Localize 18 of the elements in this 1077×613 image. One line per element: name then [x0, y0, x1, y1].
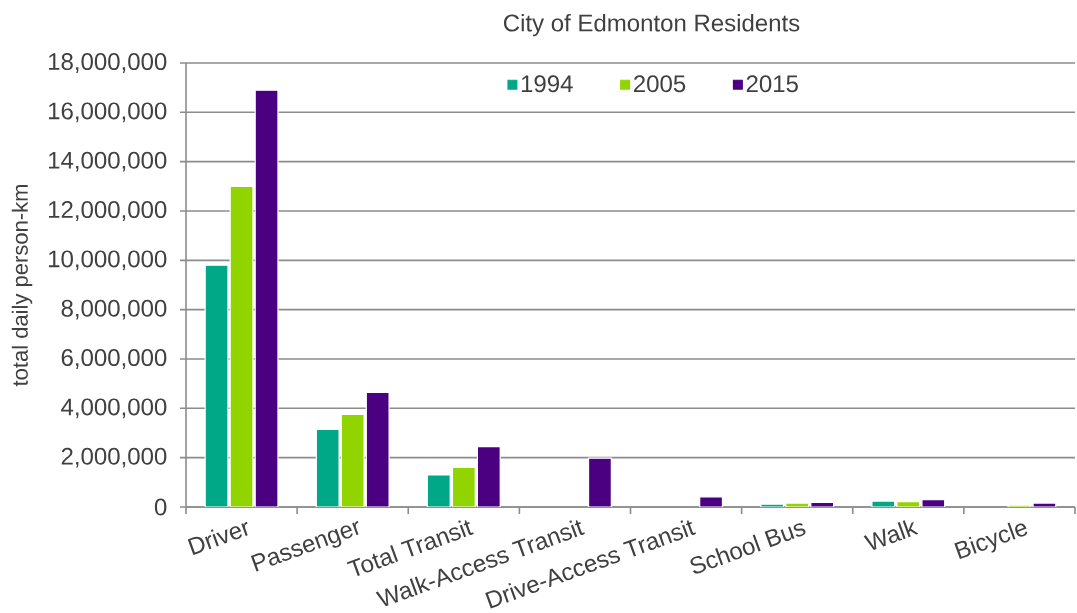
y-tick-label: 12,000,000 — [49, 201, 167, 221]
y-tick-label: 4,000,000 — [61, 398, 167, 419]
y-tick-label: 6,000,000 — [61, 349, 167, 369]
legend-label: 2005 — [634, 75, 686, 93]
x-tick-label: Driver — [187, 521, 248, 555]
y-tick-label: 8,000,000 — [61, 299, 167, 320]
y-tick-label: 14,000,000 — [49, 151, 167, 172]
legend-label: 2015 — [746, 75, 798, 93]
chart-title: City of Edmonton Residents — [503, 13, 800, 37]
y-axis-title: total daily person-km — [11, 185, 33, 387]
y-tick-label: 18,000,000 — [49, 53, 167, 73]
x-tick-label: Walk — [863, 520, 919, 551]
y-tick-label: 0 — [154, 498, 167, 516]
legend-label: 1994 — [521, 75, 573, 93]
y-tick-label: 2,000,000 — [61, 447, 167, 468]
y-tick-label: 10,000,000 — [49, 250, 167, 271]
y-tick-label: 16,000,000 — [49, 102, 167, 123]
x-tick-label: Bicycle — [954, 522, 1028, 560]
